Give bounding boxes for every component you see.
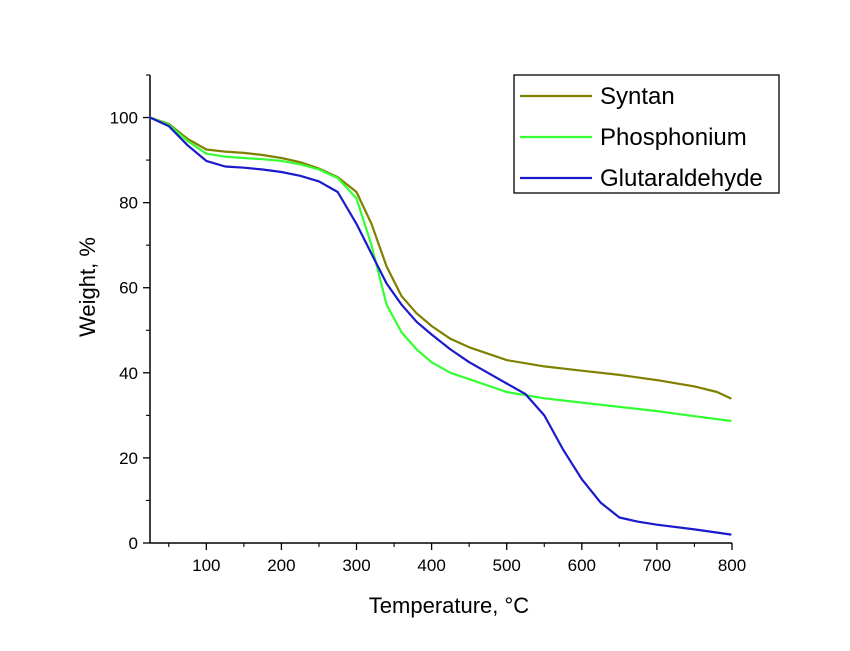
y-tick-label: 80 — [119, 194, 138, 213]
chart-axes: 100 200 300 400 500 600 700 800 0 20 40 60 80 100 — [110, 74, 746, 575]
x-tick-label: 300 — [342, 556, 370, 575]
chart-series — [148, 116, 732, 536]
legend-label: Glutaraldehyde — [600, 165, 763, 192]
y-tick-label: 20 — [119, 449, 138, 468]
series-line-phosphonium — [148, 116, 732, 422]
chart-legend: Syntan Phosphonium Glutaraldehyde — [513, 74, 780, 194]
y-tick-label: 0 — [129, 534, 138, 553]
x-tick-label: 500 — [493, 556, 521, 575]
legend-box — [513, 74, 780, 194]
series-line-syntan — [148, 116, 732, 400]
series-line-glutaraldehyde — [148, 116, 732, 536]
x-tick-label: 100 — [192, 556, 220, 575]
y-tick-label: 40 — [119, 364, 138, 383]
x-tick-label: 800 — [718, 556, 746, 575]
x-axis-label: Temperature, °C — [369, 593, 530, 618]
y-axis-label: Weight, % — [75, 237, 100, 337]
x-tick-label: 400 — [417, 556, 445, 575]
y-tick-label: 100 — [110, 109, 138, 128]
x-tick-label: 200 — [267, 556, 295, 575]
y-tick-label: 60 — [119, 279, 138, 298]
x-tick-label: 600 — [568, 556, 596, 575]
legend-label: Syntan — [600, 83, 675, 110]
x-tick-label: 700 — [643, 556, 671, 575]
legend-label: Phosphonium — [600, 124, 747, 151]
